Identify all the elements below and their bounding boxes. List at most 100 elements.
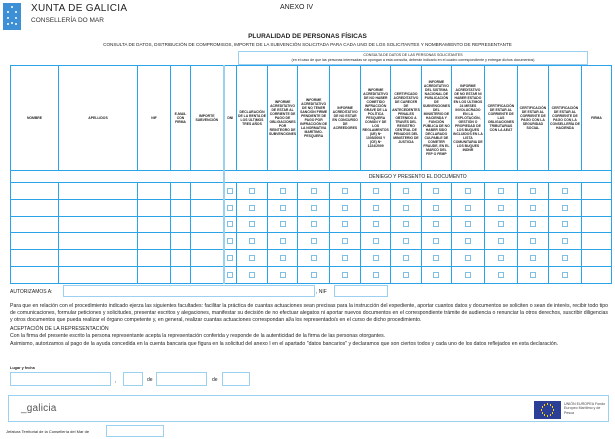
deny-checkbox[interactable]: [227, 238, 234, 245]
deny-checkbox[interactable]: [497, 255, 504, 262]
deny-checkbox[interactable]: [529, 204, 536, 211]
deny-checkbox[interactable]: [249, 238, 255, 245]
deny-checkbox[interactable]: [464, 255, 471, 262]
deny-checkbox[interactable]: [249, 187, 255, 194]
input-cell[interactable]: [580, 198, 612, 217]
deny-checkbox[interactable]: [249, 221, 255, 228]
deny-checkbox[interactable]: [227, 221, 234, 228]
deny-checkbox[interactable]: [372, 255, 379, 262]
input-cell[interactable]: [170, 215, 191, 234]
deny-checkbox[interactable]: [342, 204, 349, 211]
input-cell[interactable]: [580, 182, 612, 200]
deny-checkbox[interactable]: [249, 271, 255, 278]
deny-checkbox[interactable]: [433, 271, 440, 278]
deny-checkbox[interactable]: [433, 238, 440, 245]
input-cell[interactable]: [580, 249, 612, 267]
deny-checkbox[interactable]: [402, 238, 409, 245]
deny-checkbox[interactable]: [342, 271, 349, 278]
input-cell[interactable]: [137, 232, 171, 251]
input-cell[interactable]: [58, 182, 138, 200]
deny-checkbox[interactable]: [279, 187, 286, 194]
input-cell[interactable]: [580, 215, 612, 234]
input-cell[interactable]: [10, 215, 59, 234]
deny-checkbox[interactable]: [227, 187, 234, 194]
deny-checkbox[interactable]: [433, 204, 440, 211]
deny-checkbox[interactable]: [342, 255, 349, 262]
deny-checkbox[interactable]: [561, 187, 568, 194]
input-cell[interactable]: [10, 182, 59, 200]
deny-checkbox[interactable]: [279, 271, 286, 278]
deny-checkbox[interactable]: [561, 255, 568, 262]
deny-checkbox[interactable]: [279, 221, 286, 228]
input-cell[interactable]: [580, 232, 612, 251]
deny-checkbox[interactable]: [310, 187, 317, 194]
input-cell[interactable]: [58, 198, 138, 217]
deny-checkbox[interactable]: [433, 221, 440, 228]
deny-checkbox[interactable]: [497, 187, 504, 194]
deny-checkbox[interactable]: [310, 221, 317, 228]
deny-checkbox[interactable]: [529, 255, 536, 262]
deny-checkbox[interactable]: [372, 204, 379, 211]
deny-checkbox[interactable]: [561, 204, 568, 211]
deny-checkbox[interactable]: [342, 187, 349, 194]
deny-checkbox[interactable]: [464, 271, 471, 278]
deny-checkbox[interactable]: [529, 271, 536, 278]
input-cell[interactable]: [137, 265, 171, 284]
input-cell[interactable]: [58, 232, 138, 251]
deny-checkbox[interactable]: [279, 255, 286, 262]
input-cell[interactable]: [137, 198, 171, 217]
deny-checkbox[interactable]: [402, 255, 409, 262]
deny-checkbox[interactable]: [529, 187, 536, 194]
input-cell[interactable]: [170, 232, 191, 251]
deny-checkbox[interactable]: [279, 238, 286, 245]
jefatura-input[interactable]: [106, 425, 164, 437]
deny-checkbox[interactable]: [464, 187, 471, 194]
month-input[interactable]: [156, 372, 207, 386]
deny-checkbox[interactable]: [227, 271, 234, 278]
deny-checkbox[interactable]: [433, 255, 440, 262]
deny-checkbox[interactable]: [372, 238, 379, 245]
deny-checkbox[interactable]: [227, 255, 234, 262]
deny-checkbox[interactable]: [310, 271, 317, 278]
nif-input[interactable]: [334, 285, 388, 297]
input-cell[interactable]: [190, 232, 224, 251]
deny-checkbox[interactable]: [372, 221, 379, 228]
deny-checkbox[interactable]: [529, 238, 536, 245]
input-cell[interactable]: [170, 198, 191, 217]
input-cell[interactable]: [10, 249, 59, 267]
input-cell[interactable]: [190, 182, 224, 200]
input-cell[interactable]: [58, 265, 138, 284]
input-cell[interactable]: [58, 249, 138, 267]
deny-checkbox[interactable]: [310, 238, 317, 245]
input-cell[interactable]: [170, 265, 191, 284]
input-cell[interactable]: [190, 198, 224, 217]
input-cell[interactable]: [58, 215, 138, 234]
input-cell[interactable]: [190, 265, 224, 284]
deny-checkbox[interactable]: [561, 221, 568, 228]
input-cell[interactable]: [137, 182, 171, 200]
input-cell[interactable]: [170, 249, 191, 267]
deny-checkbox[interactable]: [249, 204, 255, 211]
deny-checkbox[interactable]: [561, 238, 568, 245]
deny-checkbox[interactable]: [402, 271, 409, 278]
place-input[interactable]: [10, 372, 111, 386]
deny-checkbox[interactable]: [342, 221, 349, 228]
representative-input[interactable]: [63, 285, 315, 297]
input-cell[interactable]: [137, 215, 171, 234]
deny-checkbox[interactable]: [342, 238, 349, 245]
day-input[interactable]: [123, 372, 143, 386]
deny-checkbox[interactable]: [497, 238, 504, 245]
input-cell[interactable]: [170, 182, 191, 200]
deny-checkbox[interactable]: [497, 221, 504, 228]
input-cell[interactable]: [10, 198, 59, 217]
deny-checkbox[interactable]: [402, 221, 409, 228]
input-cell[interactable]: [190, 215, 224, 234]
deny-checkbox[interactable]: [310, 255, 317, 262]
input-cell[interactable]: [10, 232, 59, 251]
deny-checkbox[interactable]: [529, 221, 536, 228]
deny-checkbox[interactable]: [402, 204, 409, 211]
deny-checkbox[interactable]: [497, 271, 504, 278]
deny-checkbox[interactable]: [433, 187, 440, 194]
deny-checkbox[interactable]: [310, 204, 317, 211]
year-input[interactable]: [222, 372, 250, 386]
